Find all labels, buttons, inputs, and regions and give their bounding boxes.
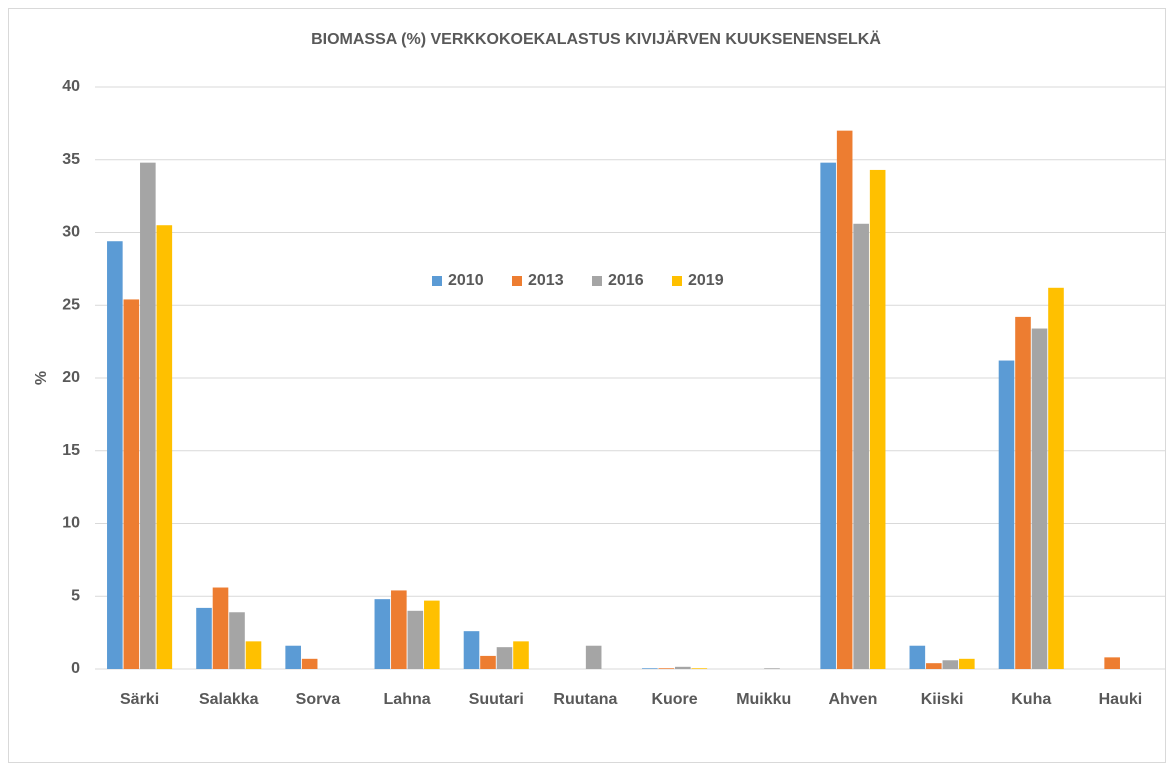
x-tick-label: Hauki — [1099, 691, 1143, 708]
legend-swatch — [672, 276, 682, 286]
bar — [1015, 316, 1031, 669]
bar — [480, 655, 496, 669]
bar — [229, 612, 245, 669]
bar — [107, 241, 123, 670]
bar — [212, 587, 229, 669]
bar — [374, 599, 391, 669]
bar — [836, 130, 853, 669]
bar — [1031, 328, 1048, 669]
y-tick-label: 25 — [62, 296, 80, 313]
bar — [513, 641, 529, 669]
bar — [424, 600, 440, 669]
bar — [942, 660, 959, 669]
legend-label: 2010 — [448, 272, 484, 289]
y-tick-label: 15 — [62, 442, 80, 459]
bar — [909, 645, 926, 669]
y-tick-label: 40 — [62, 78, 80, 95]
legend-label: 2019 — [688, 272, 724, 289]
x-tick-label: Ahven — [828, 691, 877, 708]
y-tick-label: 0 — [71, 660, 80, 677]
legend-swatch — [592, 276, 602, 286]
x-tick-label: Ruutana — [553, 691, 617, 708]
x-tick-label: Salakka — [199, 691, 259, 708]
y-tick-label: 10 — [62, 515, 80, 532]
x-tick-label: Kiiski — [921, 691, 964, 708]
bar — [123, 299, 140, 669]
bar — [301, 658, 318, 669]
bar — [1048, 287, 1064, 669]
bar — [285, 645, 301, 669]
bar — [196, 607, 212, 669]
legend-swatch — [432, 276, 442, 286]
bar — [869, 169, 886, 669]
legend-label: 2013 — [528, 272, 564, 289]
chart-title: BIOMASSA (%) VERKKOKOEKALASTUS KIVIJÄRVE… — [311, 30, 881, 48]
bar — [642, 668, 658, 669]
bar — [691, 668, 708, 669]
bar — [998, 360, 1015, 669]
bar — [156, 225, 173, 669]
bar — [140, 162, 156, 669]
bar — [853, 223, 869, 669]
x-tick-label: Sorva — [296, 691, 341, 708]
bar — [959, 658, 975, 669]
x-tick-label: Lahna — [384, 691, 431, 708]
bar — [926, 663, 942, 669]
y-tick-label: 20 — [62, 369, 80, 386]
legend-label: 2016 — [608, 272, 644, 289]
y-tick-label: 35 — [62, 151, 80, 168]
x-tick-label: Kuha — [1011, 691, 1051, 708]
bar — [1104, 657, 1120, 669]
bar — [463, 631, 480, 669]
x-tick-label: Kuore — [651, 691, 697, 708]
x-tick-label: Muikku — [736, 691, 791, 708]
x-tick-label: Särki — [120, 691, 159, 708]
bar — [245, 641, 262, 669]
bar — [820, 162, 836, 669]
legend-swatch — [512, 276, 522, 286]
x-tick-label: Suutari — [469, 691, 524, 708]
y-tick-label: 30 — [62, 224, 80, 241]
bar — [658, 668, 675, 669]
bar — [496, 647, 513, 669]
bar — [764, 668, 780, 669]
y-axis-label: % — [33, 371, 50, 385]
bar — [391, 590, 407, 669]
bar — [675, 666, 691, 669]
bar — [585, 645, 602, 669]
y-tick-label: 5 — [71, 587, 80, 604]
bar — [407, 610, 424, 669]
